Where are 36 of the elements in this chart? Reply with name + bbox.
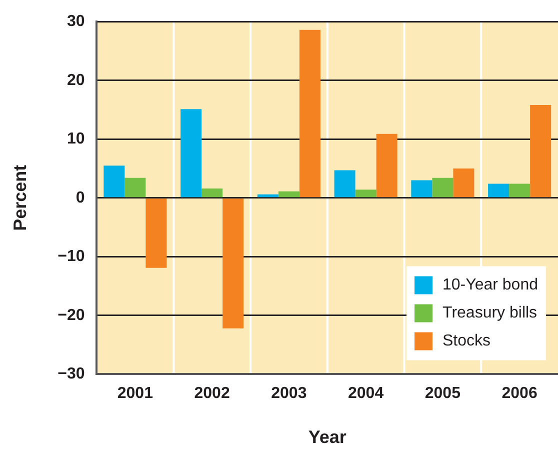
bar [530,105,552,198]
legend-label: Stocks [442,332,491,350]
x-tick-label: 2003 [271,385,307,402]
bar [376,134,398,198]
bar [104,166,125,198]
y-tick-label: −10 [58,248,85,266]
bar [411,180,432,198]
legend-label: Treasury bills [442,304,538,322]
legend-label: 10-Year bond [442,276,538,294]
y-tick-label: −20 [58,306,85,324]
bar [222,198,244,328]
bar [453,168,474,198]
x-tick-label: 2006 [502,385,538,402]
y-tick-label: 10 [66,130,85,148]
bar [146,198,167,268]
bar [202,188,223,198]
bar [334,170,356,198]
y-tick-label: −30 [58,366,85,383]
x-axis-title: Year [308,427,346,448]
x-tick-label: 2004 [348,385,384,402]
bar [432,178,454,198]
bar [257,194,278,198]
y-axis-title: Percent [10,164,30,231]
bar [278,191,300,198]
y-tick-label: 20 [66,72,85,89]
bar [488,184,510,198]
x-tick-label: 2005 [424,385,461,402]
y-tick-label: 30 [66,13,85,30]
bar [124,178,146,198]
y-tick-label: 0 [76,189,85,206]
bar [180,109,202,198]
bar [355,190,376,198]
bar [299,30,320,198]
bar [509,184,530,198]
x-tick-label: 2002 [194,385,230,402]
x-tick-label: 2001 [117,385,154,402]
